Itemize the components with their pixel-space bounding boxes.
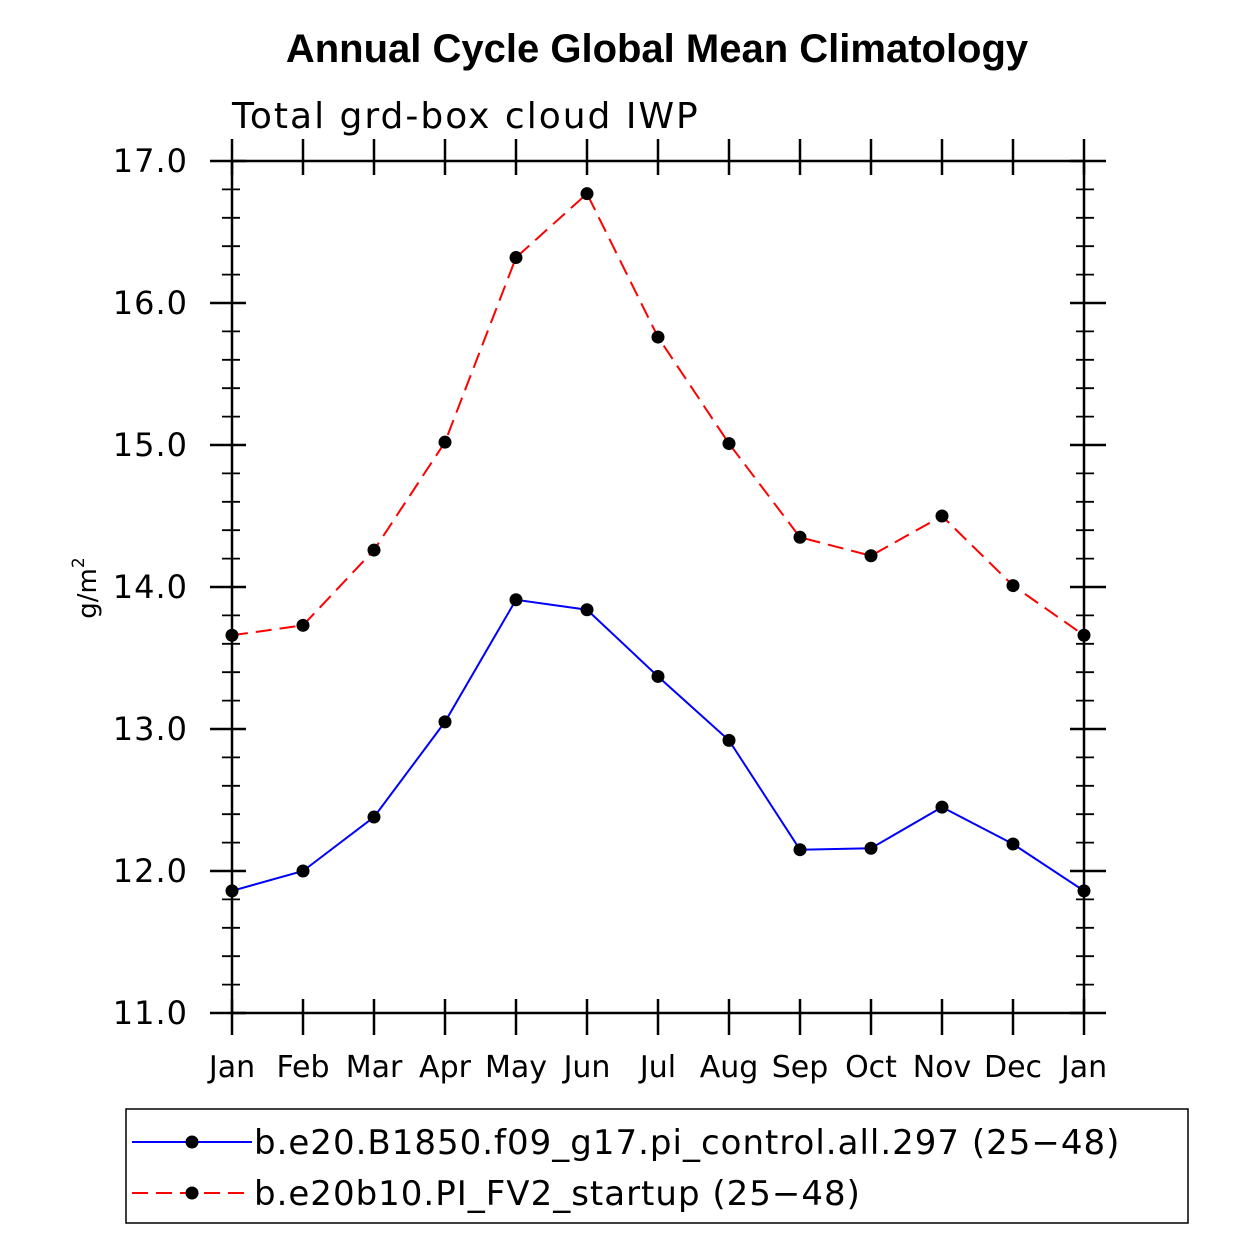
series-2-point: [793, 530, 807, 544]
y-axis-label-group: g/m2: [69, 557, 103, 618]
series-1-point: [367, 810, 381, 824]
y-tick-label: 14.0: [113, 568, 188, 606]
series-line-2: [231, 192, 1085, 637]
x-tick-label: Aug: [700, 1050, 759, 1085]
chart-title: Annual Cycle Global Mean Climatology: [286, 27, 1029, 71]
series-2-point: [1006, 579, 1020, 593]
y-axis-label-superscript: 2: [69, 557, 89, 568]
x-tick-label: Mar: [346, 1050, 403, 1085]
svg-text:g/m2: g/m2: [69, 557, 103, 618]
series-2-point: [296, 618, 310, 632]
y-tick-label: 11.0: [113, 994, 188, 1032]
series-2-point: [722, 437, 736, 451]
series-2-point: [651, 330, 665, 344]
y-tick-label: 13.0: [113, 710, 188, 748]
x-tick-label: Jun: [562, 1050, 611, 1085]
x-tick-label: Oct: [845, 1050, 897, 1085]
series-1-point: [864, 841, 878, 855]
series-2-point: [509, 251, 523, 265]
chart-subtitle: Total grd-box cloud IWP: [231, 96, 700, 137]
legend-marker-1: [185, 1135, 199, 1149]
series-2-point: [367, 543, 381, 557]
y-axis-label: g/m: [73, 568, 103, 619]
y-tick-label: 12.0: [113, 852, 188, 890]
x-tick-label: Jul: [638, 1050, 676, 1085]
legend-label-1: b.e20.B1850.f09_g17.pi_control.all.297 (…: [254, 1123, 1120, 1163]
x-tick-label: May: [485, 1050, 547, 1085]
series-2-point: [935, 509, 949, 523]
legend-label-2: b.e20b10.PI_FV2_startup (25−48): [254, 1174, 861, 1214]
x-tick-label: Dec: [984, 1050, 1042, 1085]
series-2-point: [1077, 628, 1091, 642]
series-1-point: [1077, 884, 1091, 898]
series-2-point: [438, 435, 452, 449]
x-tick-label: Nov: [913, 1050, 972, 1085]
plot-frame: [230, 159, 1086, 1015]
y-tick-label: 17.0: [113, 142, 188, 180]
series-1-point: [935, 800, 949, 814]
series-1-point: [1006, 837, 1020, 851]
x-tick-label: Jan: [1059, 1050, 1107, 1085]
axis-ticks: [210, 139, 1106, 1035]
series-1-point: [722, 733, 736, 747]
legend-marker-2: [185, 1186, 199, 1200]
legend-entries: b.e20.B1850.f09_g17.pi_control.all.297 (…: [132, 1123, 1120, 1214]
legend: [125, 1108, 1189, 1224]
axis-tick-labels: Jan Feb Mar Apr May Jun Jul Aug Sep Oct Nov Dec Jan 1…: [113, 142, 1107, 1085]
y-tick-label: 15.0: [113, 426, 188, 464]
x-tick-label: Sep: [772, 1050, 829, 1085]
series-1-point: [438, 715, 452, 729]
y-tick-label: 16.0: [113, 284, 188, 322]
series-2-point: [580, 187, 594, 201]
x-tick-label: Apr: [419, 1050, 472, 1085]
series-1-point: [509, 593, 523, 607]
series-1-point: [793, 843, 807, 857]
series-1-point: [580, 603, 594, 617]
x-tick-label: Feb: [276, 1050, 329, 1085]
series-line-1: [231, 598, 1085, 892]
series-2-point: [225, 628, 239, 642]
series-2-point: [864, 549, 878, 563]
series-1-point: [225, 884, 239, 898]
series-1-point: [651, 669, 665, 683]
x-tick-label: Jan: [207, 1050, 255, 1085]
series-1-point: [296, 864, 310, 878]
series-layer: [225, 187, 1091, 898]
